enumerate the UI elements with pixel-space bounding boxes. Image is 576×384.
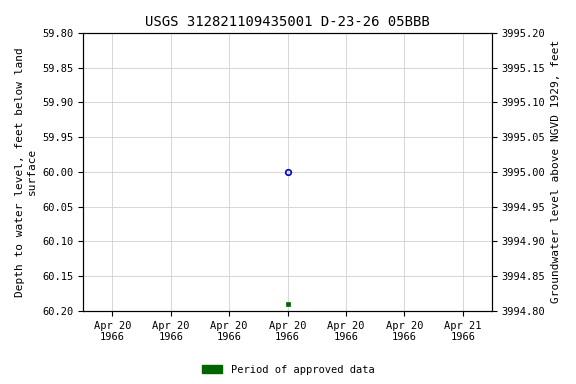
Legend: Period of approved data: Period of approved data xyxy=(198,361,378,379)
Title: USGS 312821109435001 D-23-26 05BBB: USGS 312821109435001 D-23-26 05BBB xyxy=(145,15,430,29)
Y-axis label: Groundwater level above NGVD 1929, feet: Groundwater level above NGVD 1929, feet xyxy=(551,40,561,303)
Y-axis label: Depth to water level, feet below land
surface: Depth to water level, feet below land su… xyxy=(15,47,37,297)
